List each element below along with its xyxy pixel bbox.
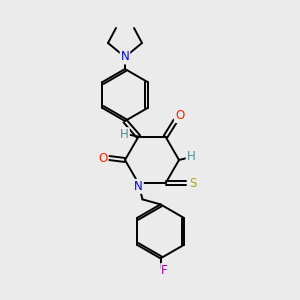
- Text: H: H: [187, 151, 195, 164]
- Text: F: F: [161, 264, 168, 277]
- Text: N: N: [121, 50, 129, 64]
- Text: S: S: [189, 177, 196, 190]
- Text: N: N: [134, 180, 143, 193]
- Text: H: H: [120, 128, 129, 141]
- Text: O: O: [98, 152, 108, 164]
- Text: O: O: [175, 109, 184, 122]
